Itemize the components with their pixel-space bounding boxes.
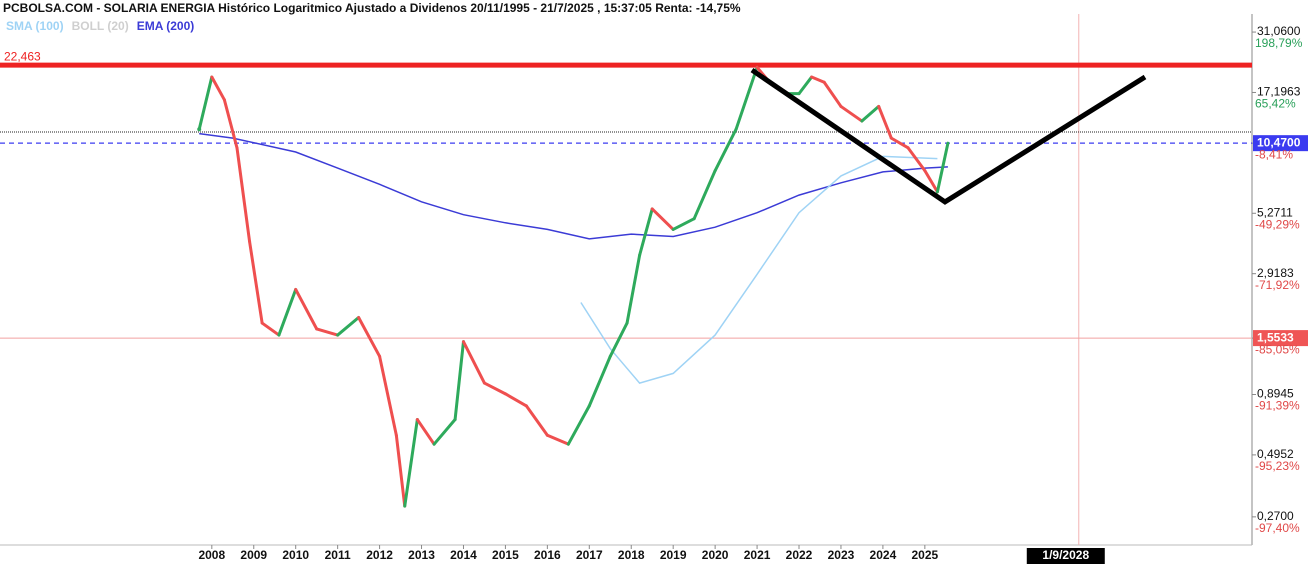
y-tick-label: 2,9183 — [1257, 266, 1294, 280]
price-segment — [222, 98, 239, 150]
price-segment — [638, 207, 654, 257]
x-tick-label: 2023 — [828, 548, 855, 562]
y-tick-change: -97,40% — [1255, 521, 1300, 535]
price-segment — [524, 404, 549, 437]
x-tick-label: 2020 — [702, 548, 729, 562]
legend-entry: BOLL (20) — [72, 19, 129, 33]
price-segment — [545, 433, 570, 446]
price-segment — [692, 169, 717, 221]
y-tick-change: -85,05% — [1255, 342, 1300, 356]
y-tick-label: 10,4700 — [1257, 135, 1301, 149]
y-tick-label: 0,8945 — [1257, 387, 1294, 401]
x-tick-label: 2025 — [911, 548, 938, 562]
price-segment — [860, 104, 881, 123]
price-segment — [839, 104, 864, 123]
price-segment — [378, 354, 398, 437]
y-tick-change: -71,92% — [1255, 278, 1300, 292]
x-tick-label: 2024 — [870, 548, 897, 562]
x-tick-label: 2019 — [660, 548, 687, 562]
price-segment — [625, 253, 642, 325]
indicator-line — [199, 132, 948, 240]
x-tick-label: 2009 — [240, 548, 267, 562]
price-segment — [877, 104, 893, 140]
price-segment — [235, 146, 252, 243]
price-segment — [248, 239, 264, 325]
x-tick-label: 2017 — [576, 548, 603, 562]
chart-title: PCBOLSA.COM - SOLARIA ENERGIA Histórico … — [3, 1, 741, 15]
legend-entry: SMA (100) — [6, 19, 64, 33]
price-segment — [734, 65, 759, 131]
y-tick-change: -95,23% — [1255, 459, 1300, 473]
level-label: 22,463 — [4, 49, 41, 63]
y-tick-change: -49,29% — [1255, 217, 1300, 231]
indicator-line — [580, 155, 938, 384]
price-segment — [294, 287, 319, 331]
y-tick-label: 31,0600 — [1257, 24, 1301, 38]
price-segment — [403, 418, 419, 508]
x-tick-label: 2008 — [198, 548, 225, 562]
price-segment — [889, 136, 910, 150]
x-tick-label: 2022 — [786, 548, 813, 562]
price-segment — [197, 75, 214, 131]
cursor-box — [1026, 548, 1105, 564]
price-segment — [671, 217, 696, 231]
price-segment — [906, 146, 927, 173]
price-segment — [357, 316, 382, 358]
price-segment — [810, 75, 826, 84]
price-segment — [713, 127, 738, 173]
x-tick-label: 2021 — [744, 548, 771, 562]
price-segment — [587, 354, 612, 408]
y-tick-label: 0,2700 — [1257, 509, 1294, 523]
price-segment — [797, 75, 814, 96]
y-tick-label: 17,1963 — [1257, 85, 1301, 99]
y-tick-change: -8,41% — [1255, 147, 1293, 161]
price-segment — [394, 433, 407, 508]
price-segment — [650, 207, 675, 231]
price-segment — [260, 321, 281, 337]
price-segment — [935, 141, 950, 194]
y-tick-label: 5,2711 — [1257, 205, 1293, 219]
price-segment — [277, 287, 298, 337]
x-tick-label: 2018 — [618, 548, 645, 562]
x-tick-label: 2011 — [325, 548, 351, 562]
trendline — [750, 68, 1147, 205]
price-segment — [482, 381, 507, 396]
y-tick-label: 1,5533 — [1257, 330, 1294, 344]
price-segment — [608, 321, 629, 358]
price-segment — [822, 80, 843, 108]
price-box — [1253, 135, 1308, 152]
y-tick-change: -91,39% — [1255, 399, 1300, 413]
x-tick-label: 2015 — [492, 548, 519, 562]
price-segment — [453, 340, 465, 422]
x-tick-label: 2014 — [450, 548, 477, 562]
price-segment — [336, 316, 361, 337]
cursor-label: 1/9/2028 — [1042, 548, 1089, 562]
price-segment — [461, 340, 486, 385]
legend-entry: EMA (200) — [137, 19, 195, 33]
x-tick-label: 2016 — [534, 548, 561, 562]
price-segment — [432, 418, 457, 446]
price-segment — [566, 404, 591, 446]
y-tick-change: 198,79% — [1255, 36, 1303, 50]
price-segment — [210, 75, 226, 102]
price-segment — [503, 392, 528, 408]
x-tick-label: 2010 — [282, 548, 309, 562]
price-segment — [315, 327, 340, 337]
x-tick-label: 2013 — [408, 548, 435, 562]
x-tick-label: 2012 — [366, 548, 393, 562]
y-tick-change: 65,42% — [1255, 97, 1296, 111]
y-tick-label: 0,4952 — [1257, 447, 1294, 461]
price-segment — [923, 169, 939, 194]
price-box — [1253, 330, 1308, 347]
price-segment — [415, 418, 436, 446]
